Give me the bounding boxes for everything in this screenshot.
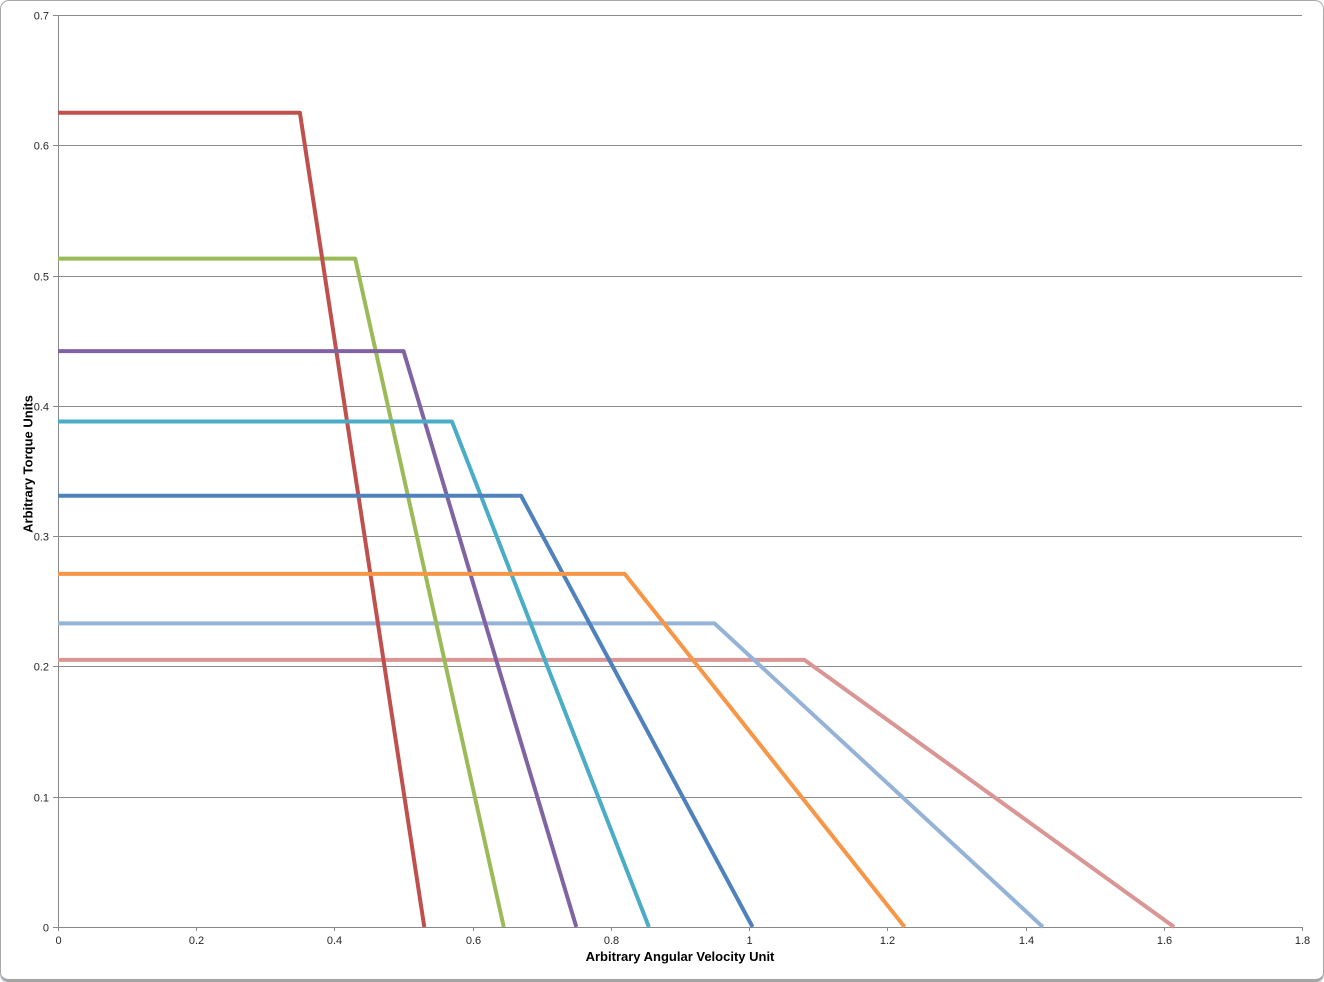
x-tick-label: 1 [746, 935, 752, 947]
series-line [58, 621, 1045, 929]
series-line [58, 349, 579, 928]
y-tick-label: 0.7 [34, 11, 49, 23]
x-tick-label: 1.6 [1157, 935, 1172, 947]
series-line [58, 493, 755, 928]
x-tick-label: 0.6 [466, 935, 481, 947]
x-tick-label: 1.8 [1295, 935, 1310, 947]
x-tick-label: 0.2 [189, 935, 204, 947]
y-tick-label: 0 [43, 923, 49, 935]
y-tick-label: 0.4 [34, 402, 49, 414]
series-line [58, 110, 427, 928]
y-axis-title-text: Arbitrary Torque Units [20, 395, 36, 533]
x-tick-label: 1.4 [1019, 935, 1034, 947]
y-tick-label: 0.1 [34, 793, 49, 805]
y-tick-label: 0.5 [34, 272, 49, 284]
series-line [58, 256, 506, 928]
y-tick-label: 0.6 [34, 141, 49, 153]
x-tick-label: 0 [55, 935, 61, 947]
series-line [58, 571, 907, 929]
series-line [58, 657, 1176, 929]
series-line [58, 419, 651, 928]
y-tick-label: 0.3 [34, 532, 49, 544]
x-axis-title: Arbitrary Angular Velocity Unit [585, 949, 775, 964]
x-tick-label: 1.2 [880, 935, 895, 947]
x-tick-label: 0.4 [327, 935, 342, 947]
y-tick-label: 0.2 [34, 662, 49, 674]
x-tick-label: 0.8 [604, 935, 619, 947]
